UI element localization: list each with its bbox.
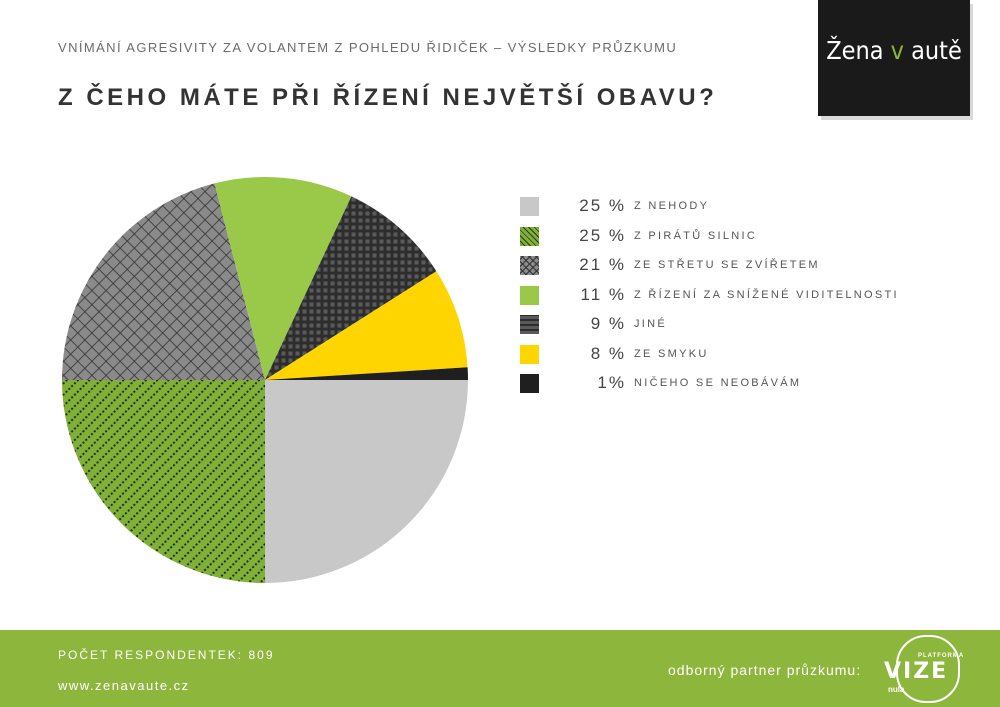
vize-logo: PLATFORMA VIZE nula xyxy=(880,635,966,703)
legend-label: NIČEHO SE NEOBÁVÁM xyxy=(634,377,802,389)
legend-label: Z ŘÍZENÍ ZA SNÍŽENÉ VIDITELNOSTI xyxy=(634,288,899,301)
pie-slice-5 xyxy=(265,271,468,380)
legend-percent: 8 % xyxy=(590,343,626,363)
website-link[interactable]: www.zenavaute.cz xyxy=(58,678,190,693)
legend-swatch xyxy=(520,256,539,275)
brand-logo-text: Žena v autě xyxy=(826,36,962,65)
legend-percent: 21 % xyxy=(579,255,626,274)
legend-label: ZE STŘETU SE ZVÍŘETEM xyxy=(634,259,820,271)
legend-percent: 25 % xyxy=(579,196,626,215)
brand-logo: Žena v autě xyxy=(818,0,970,116)
legend-item-6: 1% NIČEHO SE NEOBÁVÁM xyxy=(520,373,940,393)
survey-subtitle: VNÍMÁNÍ AGRESIVITY ZA VOLANTEM Z POHLEDU… xyxy=(58,40,678,55)
legend-percent: 1% xyxy=(597,373,626,392)
legend-label: Z NEHODY xyxy=(634,200,710,212)
legend-item-3: 11 % Z ŘÍZENÍ ZA SNÍŽENÉ VIDITELNOSTI xyxy=(520,285,940,305)
legend-swatch xyxy=(520,374,539,393)
legend-item-5: 8 % ZE SMYKU xyxy=(520,344,940,364)
legend-swatch xyxy=(520,285,539,305)
vize-logo-small-text: PLATFORMA xyxy=(918,653,965,659)
vize-logo-sub-text: nula xyxy=(888,685,905,694)
legend-percent: 9 % xyxy=(590,314,626,333)
legend-item-1: 25 % Z PIRÁTŮ SILNIC xyxy=(520,226,940,246)
vize-logo-ring xyxy=(896,635,960,703)
legend-percent: 25 % xyxy=(579,225,626,245)
chart-title: Z ČEHO MÁTE PŘI ŘÍZENÍ NEJVĚTŠÍ OBAVU? xyxy=(58,84,718,111)
legend-label: Z PIRÁTŮ SILNIC xyxy=(634,229,758,242)
footer-bar: POČET RESPONDENTEK: 809 www.zenavaute.cz… xyxy=(0,630,1000,707)
vize-logo-main-text: VIZE xyxy=(884,659,949,684)
legend-swatch xyxy=(520,315,539,334)
partner-label: odborný partner průzkumu: xyxy=(668,662,862,678)
legend-swatch xyxy=(520,344,539,364)
pie-slice-0 xyxy=(265,380,468,583)
legend-label: ZE SMYKU xyxy=(634,347,709,360)
pie-slice-4 xyxy=(265,196,437,380)
legend-swatch xyxy=(520,197,539,216)
pie-slice-6 xyxy=(265,367,468,380)
legend-percent: 11 % xyxy=(580,284,626,304)
respondent-count: POČET RESPONDENTEK: 809 xyxy=(58,648,275,662)
legend-swatch xyxy=(520,226,539,246)
legend-label: JINÉ xyxy=(634,318,668,330)
pie-slice-1 xyxy=(62,380,265,583)
legend-item-2: 21 % ZE STŘETU SE ZVÍŘETEM xyxy=(520,255,940,275)
pie-chart xyxy=(62,177,468,583)
legend-item-4: 9 % JINÉ xyxy=(520,314,940,334)
pie-slice-3 xyxy=(214,177,352,380)
pie-slice-2 xyxy=(62,183,265,380)
legend-item-0: 25 % Z NEHODY xyxy=(520,196,940,216)
